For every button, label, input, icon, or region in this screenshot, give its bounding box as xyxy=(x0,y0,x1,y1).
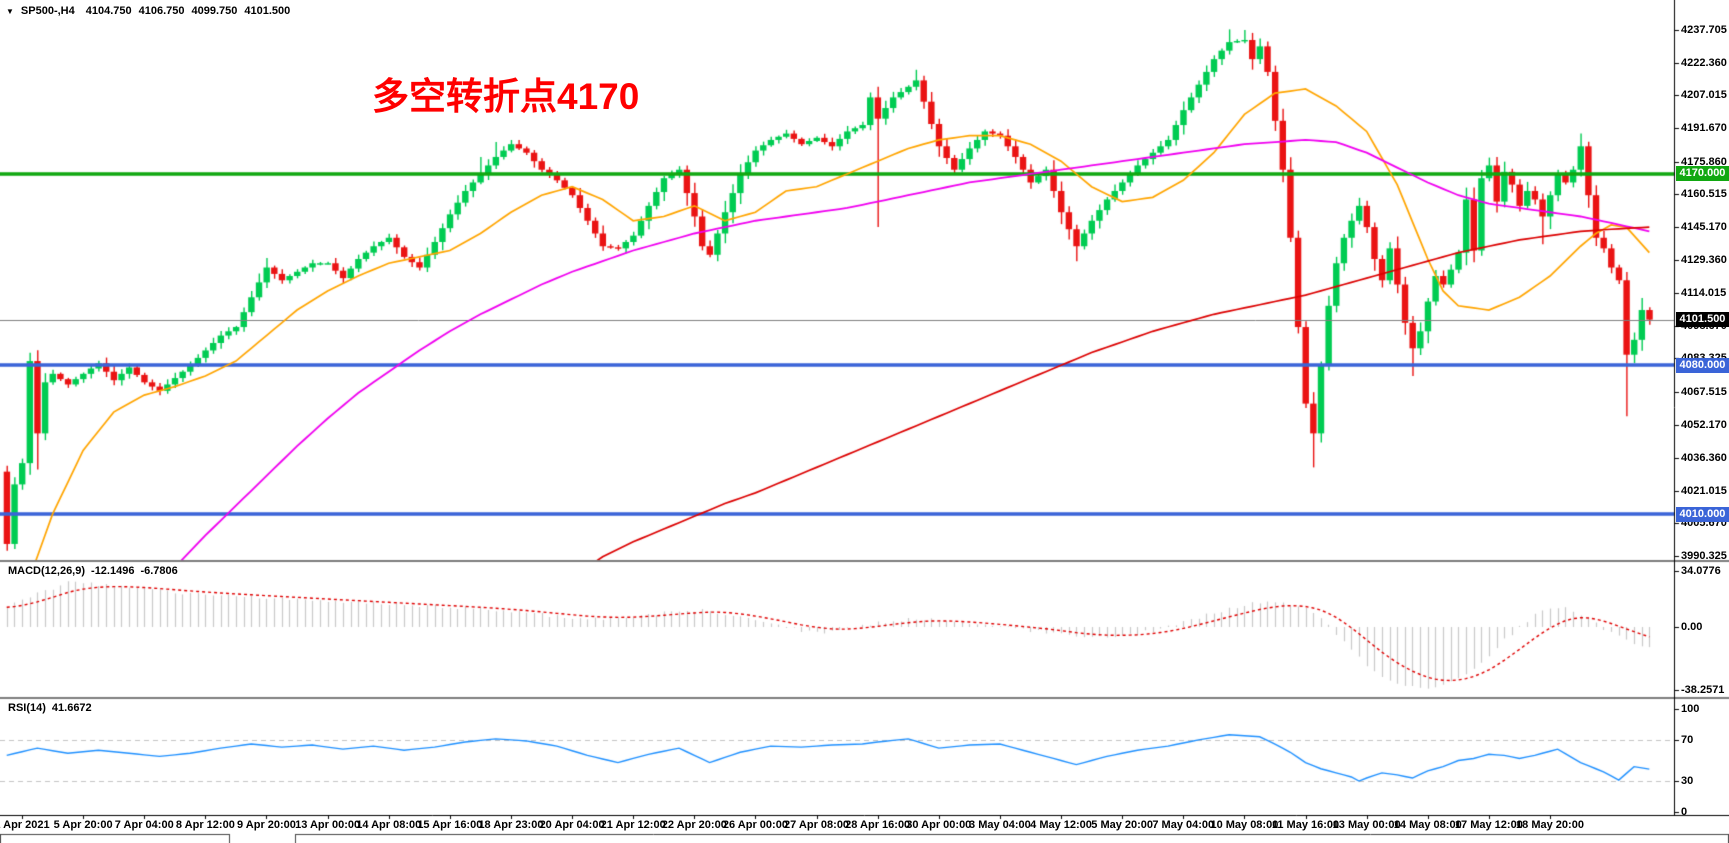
price-badge: 4080.000 xyxy=(1676,357,1729,373)
time-axis-label: 18 May 20:00 xyxy=(1516,819,1584,831)
time-axis-label: 30 Apr 00:00 xyxy=(906,819,972,831)
macd-main-value: -12.1496 xyxy=(91,565,135,577)
time-axis-label: 1 Apr 2021 xyxy=(0,819,50,831)
symbol-dropdown-icon[interactable]: ▼ xyxy=(6,6,14,16)
price-badge: 4010.000 xyxy=(1676,506,1729,522)
rsi-value: 41.6672 xyxy=(51,702,92,714)
rsi-indicator-label: RSI(14) 41.6672 xyxy=(8,702,92,714)
price-axis-label: 4036.360 xyxy=(1681,452,1727,465)
macd-axis-label: -38.2571 xyxy=(1681,683,1725,696)
time-axis-label: 18 Apr 23:00 xyxy=(478,819,544,831)
macd-signal-value: -6.7806 xyxy=(140,565,178,577)
price-axis-label: 4237.705 xyxy=(1681,24,1727,36)
time-axis-label: 21 Apr 12:00 xyxy=(600,819,666,831)
quote-low: 4099.750 xyxy=(191,5,238,17)
quote-close: 4101.500 xyxy=(244,5,291,17)
time-axis-label: 13 May 00:00 xyxy=(1332,819,1401,831)
price-axis-label: 4222.360 xyxy=(1681,56,1727,69)
time-axis-label: 7 Apr 04:00 xyxy=(114,819,174,831)
time-axis-label: 17 May 12:00 xyxy=(1454,819,1523,831)
time-axis-label: 14 Apr 08:00 xyxy=(356,819,422,831)
time-axis-label: 26 Apr 00:00 xyxy=(722,819,788,831)
macd-axis-label: 0.00 xyxy=(1681,621,1703,633)
symbol-period-label: SP500-,H4 xyxy=(20,5,75,17)
price-axis-label: 4052.170 xyxy=(1681,418,1727,431)
price-axis-label: 3990.325 xyxy=(1681,550,1727,562)
time-axis-label: 20 Apr 04:00 xyxy=(539,819,605,831)
chart-title-bar: ▼ SP500-,H4 4104.750 4106.750 4099.750 4… xyxy=(6,5,290,17)
price-axis-label: 4207.015 xyxy=(1681,89,1727,102)
rsi-axis-label: 100 xyxy=(1681,703,1700,715)
time-axis-label: 5 May 20:00 xyxy=(1091,819,1154,831)
time-axis-label: 10 May 08:00 xyxy=(1210,819,1279,831)
time-axis-label: 9 Apr 20:00 xyxy=(237,819,296,831)
quote-high: 4106.750 xyxy=(138,5,185,17)
price-axis-label: 4175.860 xyxy=(1681,155,1727,168)
time-axis-label: 3 May 04:00 xyxy=(969,819,1031,831)
price-axis-label: 4021.015 xyxy=(1681,484,1727,497)
macd-indicator-label: MACD(12,26,9) -12.1496 -6.7806 xyxy=(8,565,178,577)
rsi-axis-label: 0 xyxy=(1681,806,1688,818)
price-axis-label: 4145.170 xyxy=(1681,220,1727,233)
time-axis-label: 22 Apr 20:00 xyxy=(661,819,727,831)
time-axis-label: 4 May 12:00 xyxy=(1030,819,1092,831)
price-badge: 4170.000 xyxy=(1676,166,1729,182)
macd-axis-label: 34.0776 xyxy=(1681,564,1721,577)
time-axis-label: 28 Apr 16:00 xyxy=(845,819,911,831)
rsi-axis-label: 30 xyxy=(1681,775,1694,788)
price-axis-label: 4129.360 xyxy=(1681,254,1727,267)
price-axis-label: 4160.515 xyxy=(1681,188,1727,201)
quote-open: 4104.750 xyxy=(85,5,132,17)
macd-name: MACD(12,26,9) xyxy=(8,565,86,577)
time-axis-label: 8 Apr 12:00 xyxy=(175,819,235,831)
text-annotation: 多空转折点4170 xyxy=(372,76,640,117)
time-axis-label: 14 May 08:00 xyxy=(1393,819,1462,831)
time-axis-label: 27 Apr 08:00 xyxy=(784,819,850,831)
time-axis-label: 5 Apr 20:00 xyxy=(53,819,113,831)
rsi-axis-label: 70 xyxy=(1681,733,1694,746)
time-axis-label: 13 Apr 00:00 xyxy=(295,819,361,831)
rsi-name: RSI(14) xyxy=(8,702,46,714)
price-badge: 4101.500 xyxy=(1676,312,1729,328)
price-axis-label: 4067.515 xyxy=(1681,385,1727,398)
price-axis-label: 4191.670 xyxy=(1681,121,1727,134)
time-axis-label: 11 May 16:00 xyxy=(1271,819,1340,831)
price-axis-label: 4114.015 xyxy=(1681,287,1727,299)
time-axis-label: 15 Apr 16:00 xyxy=(417,819,483,831)
time-axis-label: 7 May 04:00 xyxy=(1152,819,1215,831)
